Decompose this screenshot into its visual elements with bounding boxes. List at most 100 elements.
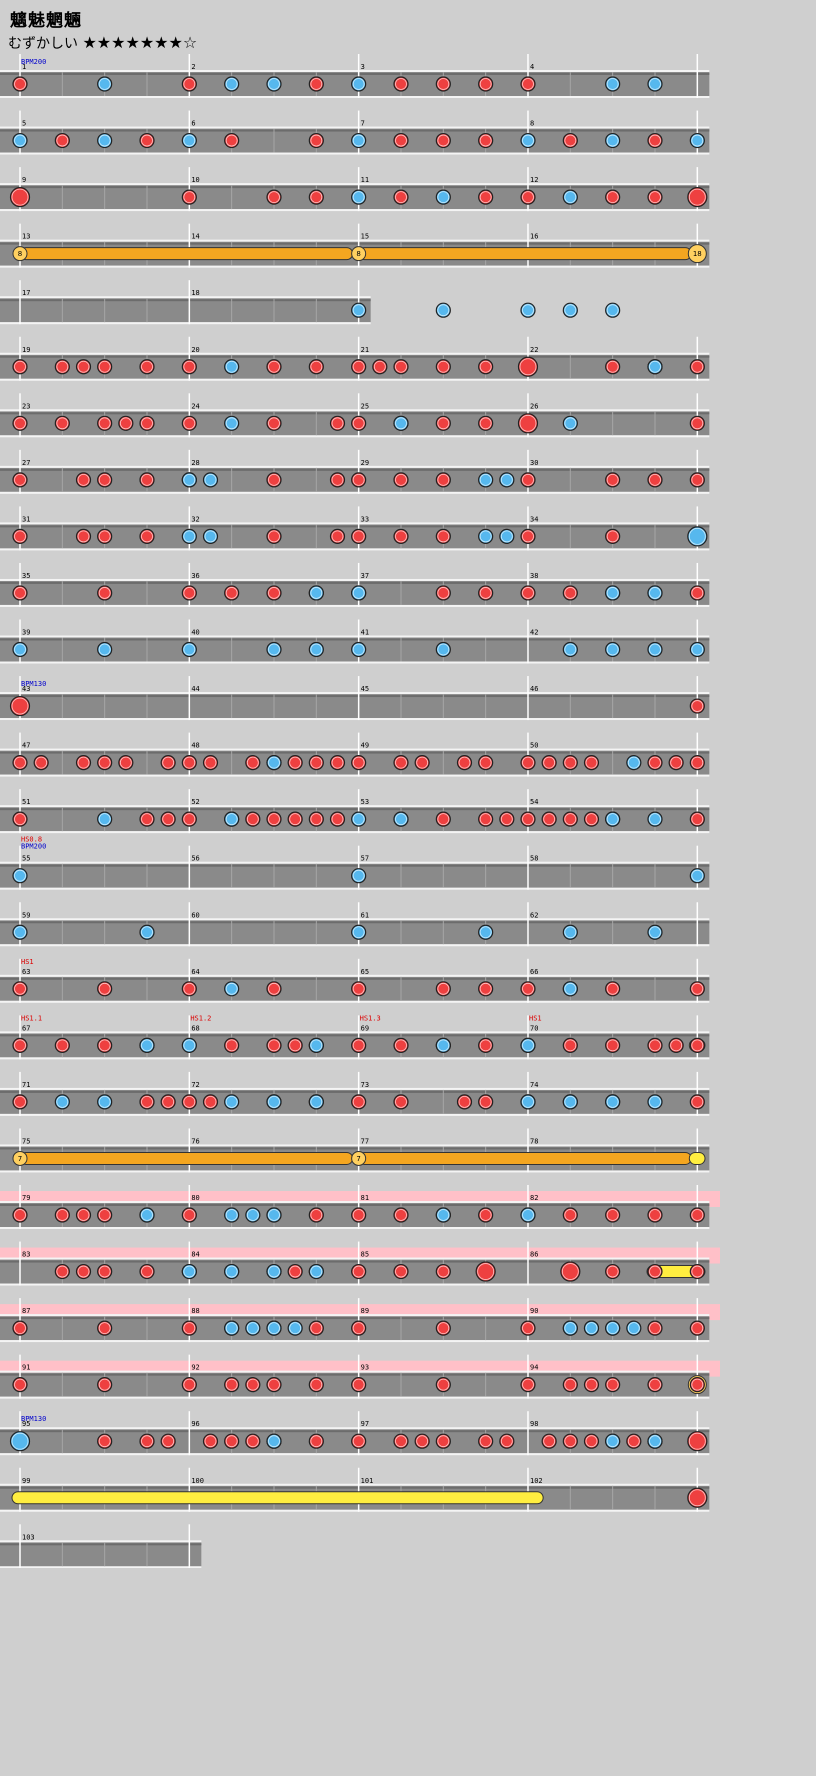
lane-edge [0,1283,710,1286]
don-note-rim [395,473,407,486]
don-note [12,811,28,827]
don-note [12,1094,28,1110]
don-note [160,1433,176,1449]
don-note [393,1037,409,1053]
ka-note [139,924,155,940]
don-note-rim [162,813,175,826]
don-note-rim [141,360,153,373]
measure-number: 10 [191,176,199,184]
score-row: 1 2 3 4 BPM200 [0,54,710,98]
don-note [562,1377,578,1393]
don-note [54,132,70,149]
don-note [97,1263,113,1280]
don-note-rim [691,1209,704,1221]
don-note-rim [479,78,492,90]
drumroll-head [351,246,367,262]
don-note-rim [183,417,196,430]
don-note-rim [479,1435,492,1448]
don-note [266,472,282,488]
measure-number: 41 [361,629,369,637]
don-note [456,754,473,771]
don-note [351,1320,367,1336]
ka-note-rim [564,1322,577,1334]
don-note [414,1433,430,1449]
ka-note [562,924,578,940]
don-note [689,415,705,431]
measure-number: 34 [530,515,538,523]
don-note-rim [268,530,280,543]
measure-number: 30 [530,459,538,467]
drumroll-count: 18 [693,250,702,258]
don-note [541,1433,557,1449]
don-note [308,1320,324,1336]
don-note [118,415,134,431]
don-note-rim [268,360,280,373]
don-note-rim [691,1378,704,1391]
don-note-rim [310,1378,323,1391]
don-note [308,76,324,92]
ka-note [266,1433,282,1449]
ka-note [266,76,282,92]
lane-edge [0,635,710,638]
don-note-rim [98,1209,111,1221]
measure-number: 5 [22,120,26,128]
don-note [54,1207,70,1223]
ka-note-rim [564,417,577,430]
drumroll-note [19,247,354,261]
ka-note-rim [606,1435,619,1448]
don-note [689,1207,705,1223]
measure-number: 89 [361,1307,369,1315]
lane-edge [0,183,710,186]
don-note-rim [246,813,259,826]
don-note [478,1094,494,1110]
don-note-rim [395,756,407,769]
don-note [181,585,197,601]
don-note-rim [564,134,577,147]
don-note-rim [225,1378,238,1391]
ka-note-rim [522,134,534,147]
don-note-rim [183,813,196,826]
don-note [520,472,536,488]
don-note [245,1377,261,1393]
ka-note-rim [268,78,280,90]
don-note-rim [437,360,450,373]
don-note-rim [395,1265,407,1278]
measure-number: 29 [361,459,369,467]
big-ka-note-rim [688,528,706,545]
don-note [605,1207,621,1223]
ka-note-rim [268,1322,280,1334]
don-note [266,585,282,601]
lane-edge [0,1113,710,1116]
don-note [139,132,155,149]
don-note-rim [352,1265,365,1278]
ka-note-rim [649,643,661,656]
ka-note [647,641,663,658]
don-note [351,1037,367,1053]
don-note [668,1037,684,1053]
don-note [478,189,494,205]
don-note-rim [331,473,344,486]
score-row: 79 80 81 82 [0,1185,720,1229]
measure-number: 16 [530,233,538,241]
don-note [605,1377,621,1393]
ka-note-rim [649,78,661,90]
ka-note [308,1094,324,1110]
lane-shade [0,1204,710,1206]
don-note [351,981,367,997]
ka-note [605,811,621,827]
ka-note [562,641,578,658]
don-note-rim [268,191,280,204]
don-note-rim [522,587,534,599]
don-note-rim [246,1435,259,1448]
lane-edge [0,1370,710,1373]
don-note-rim [691,587,704,599]
don-note-rim [331,417,344,430]
measure-number: 44 [191,685,199,693]
measure-number: 7 [361,120,365,128]
ka-note-rim [606,643,619,656]
don-note [181,811,197,827]
don-note-rim [289,813,302,826]
lane-edge [0,70,710,72]
don-note [478,754,494,771]
measure-number: 79 [22,1194,30,1202]
